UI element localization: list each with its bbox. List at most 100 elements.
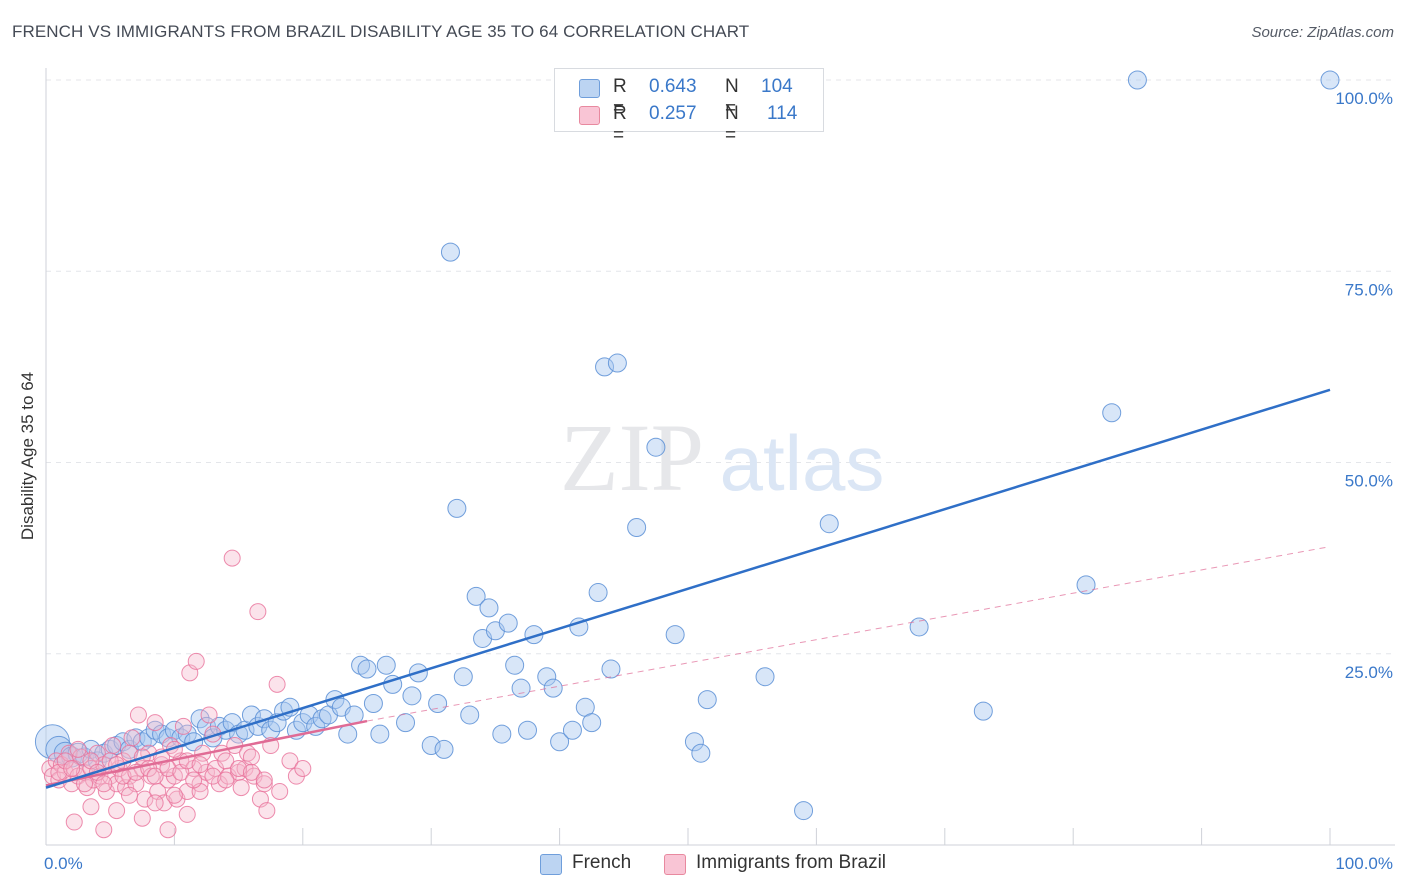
brazil-point [294,760,312,777]
french-point [466,586,486,606]
legend-n-label: N = [725,76,739,119]
french-point [357,659,377,679]
french-point [543,678,563,698]
french-point [370,724,390,744]
french-point [819,514,839,534]
french-point [479,598,499,618]
y-tick-label: 50.0% [1345,472,1393,491]
french-point [518,720,537,740]
french-point [113,732,133,752]
french-point [550,732,570,752]
brazil-point [200,706,218,724]
french-point [190,709,210,729]
french-point [447,498,467,518]
brazil-points [41,549,312,839]
brazil-point [82,798,100,816]
brazil-point [204,767,222,785]
french-point [498,613,518,633]
french-point [646,437,666,457]
french-point [691,743,711,763]
brazil-point [159,821,177,839]
french-point [601,659,621,679]
watermark-atlas: atlas [720,419,885,507]
legend-r-value: 0.257 [649,103,697,124]
french-point [434,739,454,759]
french-point [582,713,602,733]
brazil-point [65,813,83,831]
watermark-zip: ZIP [560,404,704,511]
french-point [428,693,448,713]
french-point [627,518,647,538]
brazil-point [271,782,289,800]
french-point [460,705,480,725]
brazil-point [174,717,192,735]
french-swatch [540,854,562,875]
brazil-point [108,802,126,820]
french-trend-line [45,388,1331,789]
brazil-point [242,748,260,766]
french-swatch [579,79,600,98]
brazil-point [232,779,250,797]
brazil-trend-extension [366,546,1331,722]
french-point [595,357,615,377]
french-point [665,625,685,645]
brazil-point [95,821,113,839]
brazil-legend-label: Immigrants from Brazil [696,852,887,873]
french-point [697,690,717,710]
french-point [607,353,627,373]
french-point [453,667,473,687]
french-point [376,655,396,675]
brazil-point [133,809,151,827]
french-point [293,713,313,733]
brazil-point [217,771,235,789]
legend-r-value: 0.643 [649,76,697,97]
brazil-point [129,706,147,724]
legend-r-label: R = [613,103,627,146]
legend-n-value: 104 [761,76,793,97]
tick-labels: 25.0% 50.0% 75.0% 100.0% 0.0% 100.0% [44,89,1393,873]
french-legend-label: French [572,852,632,873]
french-point [421,736,441,756]
brazil-point [63,760,81,777]
french-point [1076,575,1096,595]
axes [45,68,1395,846]
brazil-point [268,675,286,693]
brazil-point [255,771,273,789]
french-point [562,720,582,740]
french-point [684,732,704,752]
trend-lines [45,388,1331,789]
source-label: Source: ZipAtlas.com [1251,24,1394,41]
french-point [973,701,993,721]
legend-r-label: R = [613,76,627,119]
brazil-swatch [579,106,600,125]
brazil-point [242,763,260,781]
french-point [511,678,531,698]
french-point [569,617,589,637]
french-point [909,617,929,637]
brazil-point [249,603,267,621]
brazil-point [120,786,138,804]
brazil-point [223,549,241,567]
french-point [164,720,184,740]
brazil-point [187,652,205,670]
y-axis-label: Disability Age 35 to 64 [18,372,37,540]
brazil-point [165,786,183,804]
french-point [1102,403,1122,423]
french-point [537,667,557,687]
brazil-point [123,729,141,747]
french-point [402,686,422,706]
x-tick-label: 0.0% [44,854,83,873]
brazil-point [95,775,113,793]
french-point [440,242,460,262]
french-point [755,667,775,687]
brazil-point [114,767,132,785]
gridlines [46,79,1395,655]
brazil-point [258,802,276,820]
y-tick-label: 25.0% [1345,663,1393,682]
french-point [248,716,268,736]
brazil-point [191,756,209,774]
french-point [492,724,512,744]
y-tick-label: 100.0% [1335,89,1393,108]
legend-box: R = 0.643 N = 104 R = 0.257 N = 114 [554,68,824,146]
